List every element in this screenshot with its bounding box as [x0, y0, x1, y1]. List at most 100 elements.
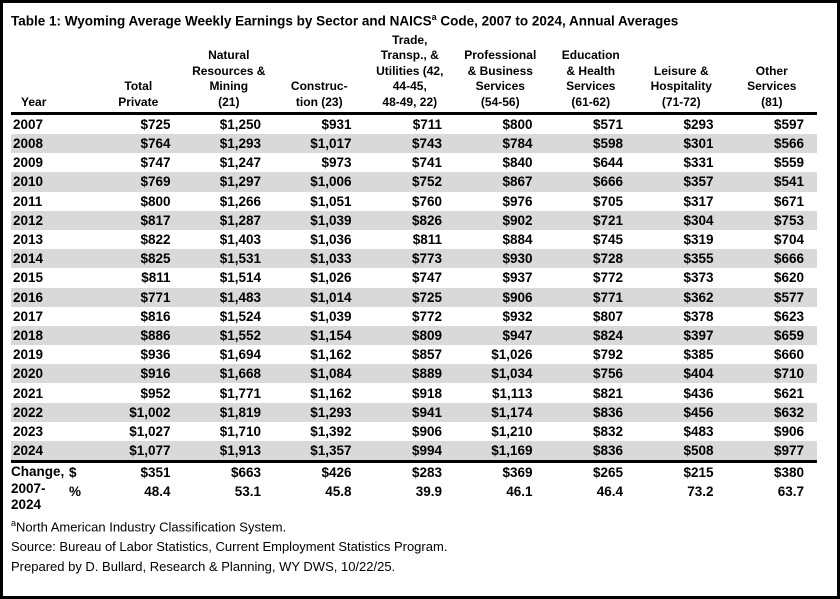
value-cell: $840	[502, 155, 533, 171]
title-superscript: a	[431, 12, 437, 22]
page-title: Table 1: Wyoming Average Weekly Earnings…	[11, 12, 829, 29]
year-cell: 2021	[13, 385, 44, 401]
value-cell: $1,293	[310, 404, 352, 420]
value-cell: $857	[411, 347, 443, 363]
value-cell: $317	[683, 193, 714, 209]
year-cell: 2013	[13, 232, 44, 248]
value-cell: $994	[411, 443, 443, 458]
column-header-leisure-hospitality: Leisure & Hospitality (71-72)	[636, 32, 727, 115]
value-cell: $916	[140, 366, 171, 382]
value-cell: $644	[592, 155, 624, 171]
value-cell: $792	[592, 347, 624, 363]
value-cell: $1,392	[310, 423, 352, 439]
change-percent-cell: 39.9	[415, 484, 443, 500]
change-dollar-cell: $215	[636, 460, 727, 482]
value-cell: $941	[411, 404, 443, 420]
value-cell: $1,913	[219, 443, 262, 458]
value-cell: $1,531	[219, 251, 262, 267]
value-cell: $725	[140, 117, 171, 132]
table-row: 2022 $1,002 $1,819 $1,293 $941 $1,174 $836 $456…	[11, 402, 818, 422]
value-cell: $621	[773, 385, 805, 401]
column-header-education-health: Education & Health Services (61-62)	[545, 32, 637, 115]
value-cell: $385	[683, 347, 714, 363]
value-cell: $1,668	[219, 366, 262, 382]
value-cell: $1,027	[129, 423, 171, 439]
value-cell: $753	[773, 212, 805, 228]
year-cell: 2014	[13, 251, 44, 267]
value-cell: $378	[683, 308, 714, 324]
column-header-other-services: Other Services (81)	[726, 32, 818, 115]
value-cell: $704	[773, 232, 805, 248]
change-dollar-cell: $369	[455, 460, 546, 482]
value-cell: $976	[502, 193, 533, 209]
value-cell: $1,169	[491, 443, 533, 458]
value-cell: $666	[773, 251, 805, 267]
value-cell: $769	[140, 174, 171, 190]
value-cell: $1,051	[310, 193, 352, 209]
value-cell: $304	[683, 212, 714, 228]
year-cell: 2011	[13, 193, 43, 209]
value-cell: $1,357	[310, 443, 352, 458]
value-cell: $1,552	[219, 327, 262, 343]
change-dollar-cell: $265	[545, 460, 637, 482]
value-cell: $362	[683, 289, 714, 305]
value-cell: $710	[773, 366, 805, 382]
footnotes: aNorth American Industry Classification …	[11, 514, 829, 576]
year-cell: 2017	[13, 308, 44, 324]
value-cell: $541	[773, 174, 805, 190]
value-cell: $1,174	[491, 404, 533, 420]
change-dollar-cell: $663	[183, 460, 275, 482]
column-header-total-private: Total Private	[93, 32, 184, 115]
column-header-trade-transp-utilities: Trade, Transp., & Utilities (42, 44-45, …	[364, 32, 456, 115]
table-row: 2012 $817 $1,287 $1,039 $826 $902 $721 $304 $753	[11, 210, 818, 230]
value-cell: $660	[773, 347, 805, 363]
value-cell: $566	[773, 136, 805, 152]
value-cell: $947	[502, 327, 533, 343]
value-cell: $301	[683, 136, 714, 152]
change-percent-cell: 63.7	[777, 484, 805, 500]
year-cell: 2010	[13, 174, 44, 190]
value-cell: $952	[140, 385, 171, 401]
value-cell: $745	[592, 232, 624, 248]
header-row: Year Total Private Natural Resources & M…	[11, 32, 818, 115]
value-cell: $1,006	[310, 174, 352, 190]
value-cell: $1,247	[219, 155, 262, 171]
value-cell: $836	[592, 404, 624, 420]
value-cell: $832	[592, 423, 624, 439]
value-cell: $756	[592, 366, 624, 382]
year-cell: 2009	[13, 155, 44, 171]
value-cell: $811	[141, 270, 171, 286]
value-cell: $456	[683, 404, 714, 420]
value-cell: $937	[502, 270, 533, 286]
title-text: Table 1: Wyoming Average Weekly Earnings…	[11, 13, 432, 29]
value-cell: $1,694	[219, 347, 262, 363]
value-cell: $508	[683, 443, 714, 458]
value-cell: $597	[773, 117, 805, 132]
change-percent-cell: 48.4	[144, 484, 171, 500]
value-cell: $773	[411, 251, 443, 267]
value-cell: $1,293	[219, 136, 262, 152]
value-cell: $620	[773, 270, 805, 286]
value-cell: $1,077	[129, 443, 171, 458]
value-cell: $436	[683, 385, 714, 401]
value-cell: $373	[683, 270, 714, 286]
value-cell: $1,287	[219, 212, 262, 228]
value-cell: $784	[502, 136, 533, 152]
table-row: 2014 $825 $1,531 $1,033 $773 $930 $728 $355 $666	[11, 249, 818, 269]
value-cell: $760	[411, 193, 443, 209]
year-cell: 2022	[13, 404, 44, 420]
value-cell: $807	[592, 308, 624, 324]
year-cell: 2015	[13, 270, 44, 286]
title-text-after: Code, 2007 to 2024, Annual Averages	[436, 13, 679, 29]
footnote-naics-text: North American Industry Classification S…	[16, 519, 287, 535]
value-cell: $800	[140, 193, 171, 209]
change-percent-row: % 48.4 53.1 45.8 39.9 46.1 46.4 73.2 63.…	[11, 482, 817, 501]
value-cell: $721	[592, 212, 624, 228]
value-cell: $598	[592, 136, 624, 152]
value-cell: $826	[411, 212, 443, 228]
value-cell: $906	[502, 289, 533, 305]
year-cell: 2007	[13, 117, 44, 132]
value-cell: $1,033	[310, 251, 352, 267]
value-cell: $825	[140, 251, 171, 267]
value-cell: $1,039	[310, 308, 352, 324]
